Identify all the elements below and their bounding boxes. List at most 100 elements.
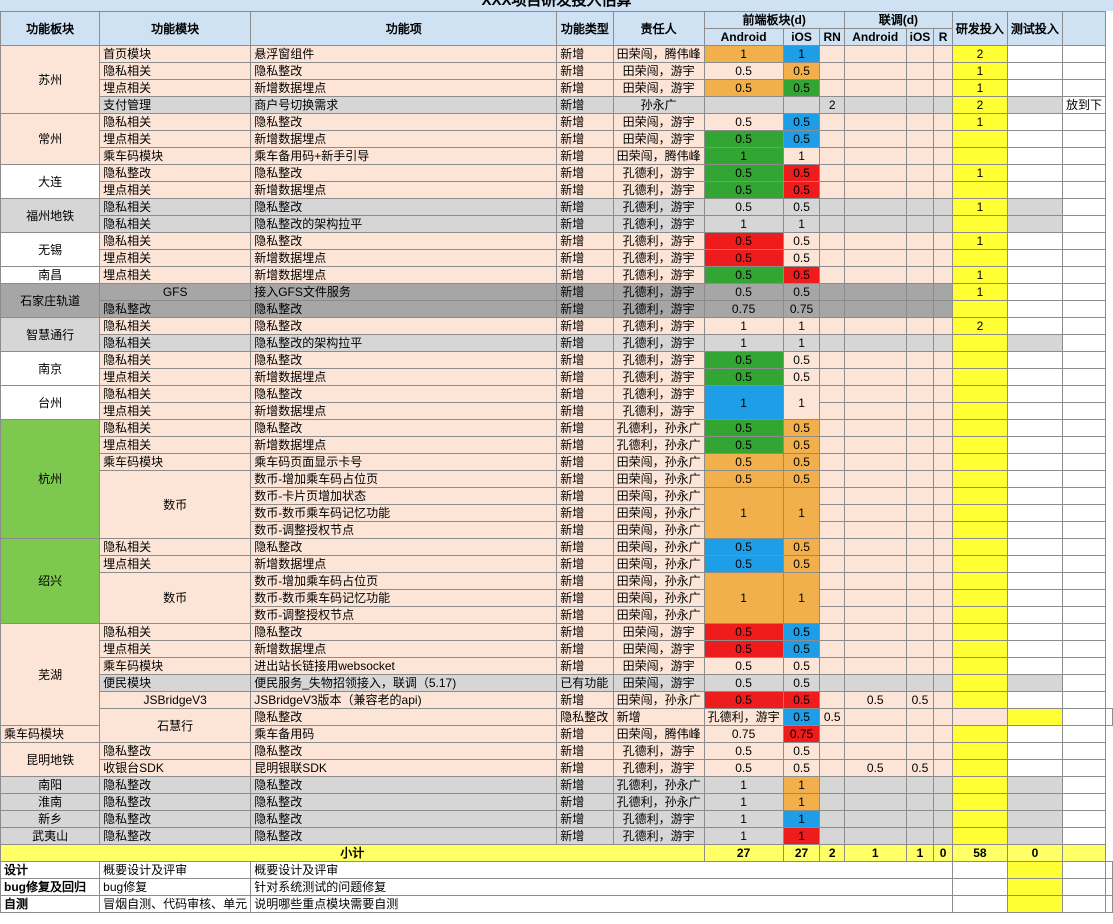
joint-ios-cell[interactable] bbox=[905, 827, 935, 845]
joint-r-cell[interactable] bbox=[933, 640, 953, 658]
joint-r-cell[interactable] bbox=[933, 742, 953, 760]
joint-r-cell[interactable] bbox=[933, 96, 953, 114]
dev-effort-cell[interactable] bbox=[951, 300, 1008, 318]
rn-estimate-cell[interactable] bbox=[819, 810, 845, 828]
ios-estimate-cell[interactable]: 0.5 bbox=[782, 232, 821, 250]
item-cell[interactable]: 昆明银联SDK bbox=[250, 759, 558, 777]
board-cell[interactable]: 台州 bbox=[0, 385, 101, 420]
joint-r-cell[interactable] bbox=[933, 351, 953, 369]
android-estimate-cell[interactable]: 0.75 bbox=[703, 300, 784, 318]
item-cell[interactable]: 乘车备用码 bbox=[250, 725, 558, 743]
item-cell[interactable]: 隐私整改 bbox=[250, 198, 558, 216]
joint-android-cell[interactable] bbox=[843, 419, 907, 437]
ios-estimate-cell[interactable]: 0.5 bbox=[782, 266, 821, 284]
joint-r-cell[interactable] bbox=[933, 215, 953, 233]
dev-effort-cell[interactable]: 1 bbox=[951, 232, 1008, 250]
joint-r-cell[interactable] bbox=[933, 385, 953, 403]
type-cell[interactable]: 新增 bbox=[556, 453, 614, 471]
test-effort-cell[interactable] bbox=[1006, 198, 1063, 216]
module-cell[interactable]: 隐私整改 bbox=[99, 300, 252, 318]
rn-estimate-cell[interactable] bbox=[819, 657, 845, 675]
android-estimate-cell[interactable]: 0.5 bbox=[703, 79, 784, 97]
test-effort-cell[interactable] bbox=[1006, 266, 1063, 284]
ios-estimate-cell[interactable]: 0.5 bbox=[782, 249, 821, 267]
joint-ios-cell[interactable] bbox=[905, 402, 935, 420]
joint-ios-cell[interactable] bbox=[905, 181, 935, 199]
dev-effort-cell[interactable] bbox=[951, 436, 1008, 454]
rn-estimate-cell[interactable] bbox=[819, 827, 845, 845]
joint-r-cell[interactable] bbox=[933, 232, 953, 250]
joint-ios-cell[interactable] bbox=[905, 62, 935, 80]
joint-android-cell[interactable] bbox=[843, 283, 907, 301]
module-cell[interactable]: 隐私相关 bbox=[99, 62, 252, 80]
type-cell[interactable]: 新增 bbox=[556, 470, 614, 488]
dev-effort-cell[interactable] bbox=[951, 385, 1008, 403]
android-estimate-cell[interactable]: 1 bbox=[703, 776, 784, 794]
joint-r-cell[interactable] bbox=[933, 45, 953, 63]
col-header-joint-ios[interactable]: iOS bbox=[905, 28, 935, 46]
board-cell[interactable]: 新乡 bbox=[0, 810, 101, 828]
module-cell[interactable]: 埋点相关 bbox=[99, 368, 252, 386]
rn-estimate-cell[interactable] bbox=[819, 45, 845, 63]
joint-android-cell[interactable] bbox=[843, 45, 907, 63]
joint-r-cell[interactable] bbox=[933, 776, 953, 794]
item-cell[interactable]: 隐私整改的架构拉平 bbox=[250, 215, 558, 233]
joint-ios-cell[interactable] bbox=[905, 385, 935, 403]
rn-estimate-cell[interactable] bbox=[819, 674, 845, 692]
module-cell[interactable]: 隐私相关 bbox=[99, 538, 252, 556]
dev-effort-cell[interactable] bbox=[951, 810, 1008, 828]
module-cell[interactable]: 埋点相关 bbox=[99, 402, 252, 420]
rn-estimate-cell[interactable] bbox=[819, 725, 845, 743]
test-effort-cell[interactable] bbox=[1006, 147, 1063, 165]
owner-cell[interactable]: 田荣闯，腾伟峰 bbox=[612, 45, 705, 63]
joint-android-cell[interactable] bbox=[843, 640, 907, 658]
ios-estimate-cell[interactable]: 0.5 bbox=[819, 708, 845, 726]
joint-ios-cell[interactable] bbox=[905, 742, 935, 760]
joint-ios-cell[interactable] bbox=[905, 504, 935, 522]
joint-r-cell[interactable] bbox=[933, 555, 953, 573]
type-cell[interactable]: 新增 bbox=[556, 181, 614, 199]
item-cell[interactable]: 新增数据埋点 bbox=[250, 249, 558, 267]
module-cell[interactable]: 隐私整改 bbox=[99, 164, 252, 182]
test-effort-cell[interactable] bbox=[1006, 589, 1063, 607]
joint-r-cell[interactable] bbox=[933, 623, 953, 641]
joint-ios-cell[interactable] bbox=[905, 538, 935, 556]
extra-cell[interactable] bbox=[1061, 368, 1107, 386]
extra-cell[interactable] bbox=[1061, 113, 1107, 131]
owner-cell[interactable]: 孔德利，孙永广 bbox=[612, 419, 705, 437]
module-cell[interactable]: JSBridgeV3 bbox=[99, 691, 252, 709]
ios-estimate-cell[interactable]: 0.5 bbox=[782, 640, 821, 658]
joint-ios-cell[interactable] bbox=[905, 436, 935, 454]
dev-effort-cell[interactable] bbox=[951, 555, 1008, 573]
extra-cell[interactable] bbox=[1061, 453, 1107, 471]
test-effort-cell[interactable] bbox=[1006, 300, 1063, 318]
footer-item-cell[interactable]: 针对系统测试的问题修复 bbox=[250, 878, 953, 896]
item-cell[interactable]: 商户号切换需求 bbox=[250, 96, 558, 114]
type-cell[interactable]: 新增 bbox=[556, 164, 614, 182]
type-cell[interactable]: 新增 bbox=[556, 45, 614, 63]
test-effort-cell[interactable] bbox=[1006, 419, 1063, 437]
rn-estimate-cell[interactable] bbox=[843, 708, 907, 726]
ios-estimate-cell[interactable]: 1 bbox=[782, 215, 821, 233]
extra-cell[interactable] bbox=[1061, 45, 1107, 63]
dev-effort-cell[interactable] bbox=[951, 147, 1008, 165]
footer-item-cell[interactable]: 说明哪些重点模块需要自测 bbox=[250, 895, 953, 913]
extra-cell[interactable] bbox=[1061, 198, 1107, 216]
extra-cell[interactable] bbox=[1105, 708, 1113, 726]
owner-cell[interactable]: 田荣闯，游宇 bbox=[612, 79, 705, 97]
joint-android-cell[interactable] bbox=[843, 215, 907, 233]
ios-estimate-cell[interactable]: 1 bbox=[782, 317, 821, 335]
test-effort-cell[interactable] bbox=[1006, 725, 1063, 743]
module-cell[interactable]: 埋点相关 bbox=[99, 181, 252, 199]
subtotal-dev[interactable]: 58 bbox=[951, 844, 1008, 862]
owner-cell[interactable]: 田荣闯，游宇 bbox=[612, 657, 705, 675]
type-cell[interactable]: 新增 bbox=[556, 572, 614, 590]
test-effort-cell[interactable] bbox=[1006, 572, 1063, 590]
board-cell[interactable]: 芜湖 bbox=[0, 623, 101, 726]
rn-estimate-cell[interactable] bbox=[819, 283, 845, 301]
footer-module-cell[interactable]: 冒烟自测、代码审核、单元 bbox=[99, 895, 252, 913]
module-cell[interactable]: 埋点相关 bbox=[99, 266, 252, 284]
joint-android-cell[interactable] bbox=[905, 708, 935, 726]
joint-ios-cell[interactable] bbox=[905, 232, 935, 250]
android-estimate-cell[interactable]: 0.5 bbox=[703, 113, 784, 131]
